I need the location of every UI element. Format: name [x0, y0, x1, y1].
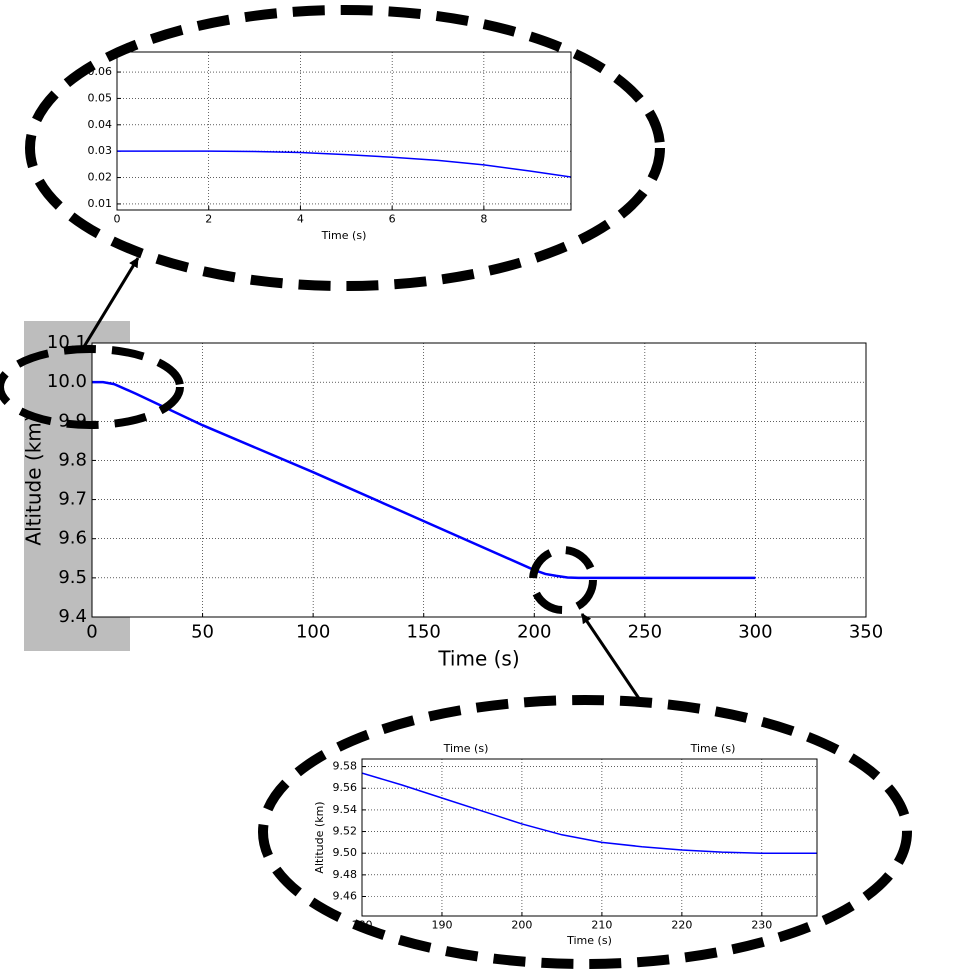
data-line	[362, 772, 817, 854]
x-tick-label: 300	[738, 621, 772, 642]
annotation: Time (s)	[443, 742, 489, 755]
y-tick-label: 9.6	[58, 528, 87, 549]
x-tick-label: 150	[407, 621, 441, 642]
plot-area	[117, 52, 571, 210]
y-tick-label: 0.03	[88, 144, 113, 157]
y-tick-label: 9.52	[333, 825, 358, 838]
data-line	[92, 380, 756, 580]
arrow	[80, 257, 140, 351]
plot-frame	[91, 342, 867, 618]
x-tick-label: 50	[191, 621, 214, 642]
x-tick-label: 2	[205, 212, 212, 225]
x-tick-label: 0	[114, 212, 121, 225]
plot-area	[92, 343, 866, 617]
zoom-ellipse	[0, 345, 184, 429]
x-tick-label: 6	[389, 212, 396, 225]
chart: 180 190 200 210 220 2309.469.489.509.529.549.…	[313, 742, 818, 947]
y-tick-label: 9.46	[333, 890, 358, 903]
annotation: Time (s)	[690, 742, 736, 755]
arrow	[580, 613, 642, 701]
zoom-ellipse	[25, 5, 665, 291]
x-tick-label: 190	[431, 918, 452, 931]
x-tick-label: 0	[86, 621, 97, 642]
x-axis-label: Time (s)	[437, 647, 519, 671]
y-axis-label: Altitude (km)	[313, 801, 326, 873]
y-tick-label: 9.50	[333, 846, 358, 859]
x-tick-label: 210	[591, 918, 612, 931]
y-tick-label: 9.7	[58, 489, 87, 510]
y-tick-label: 10.0	[47, 371, 87, 392]
y-tick-label: 9.5	[58, 567, 87, 588]
chart: 0 50 100 150 200 250 300 3509.49.59.69.79.89.91…	[22, 332, 884, 671]
y-tick-label: 9.48	[333, 868, 358, 881]
x-tick-label: 200	[517, 621, 551, 642]
y-tick-label: 0.02	[88, 171, 113, 184]
x-tick-label: 220	[671, 918, 692, 931]
x-tick-label: 230	[751, 918, 772, 931]
x-tick-label: 350	[849, 621, 883, 642]
y-tick-label: 0.01	[88, 197, 113, 210]
y-tick-label: 9.4	[58, 606, 87, 627]
plot-frame	[361, 758, 818, 917]
y-axis-label: Altitude (km)	[22, 414, 46, 545]
y-tick-label: 0.04	[88, 118, 113, 131]
y-tick-label: 9.56	[333, 781, 358, 794]
y-tick-label: 9.58	[333, 760, 358, 773]
y-tick-label: 0.05	[88, 91, 113, 104]
data-line	[117, 150, 571, 178]
x-tick-label: 250	[628, 621, 662, 642]
x-tick-label: 8	[480, 212, 487, 225]
zoom-ellipse	[258, 695, 912, 969]
x-axis-label: Time (s)	[321, 229, 367, 242]
zoom-circle	[529, 546, 597, 614]
x-tick-label: 100	[296, 621, 330, 642]
x-tick-label: 4	[297, 212, 304, 225]
x-tick-label: 200	[511, 918, 532, 931]
x-axis-label: Time (s)	[566, 934, 612, 947]
y-tick-label: 9.8	[58, 449, 87, 470]
y-tick-label: 9.54	[333, 803, 358, 816]
plot-frame	[116, 51, 572, 211]
plot-area	[362, 759, 817, 916]
